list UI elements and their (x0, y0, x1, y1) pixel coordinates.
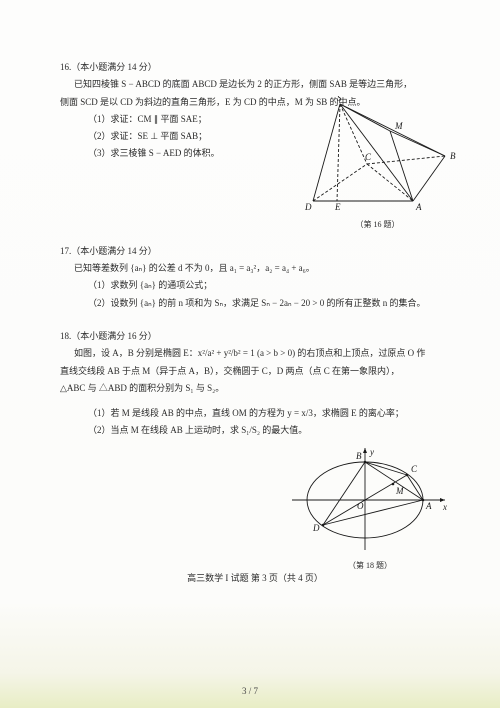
p18-figure: O A B C D Mx y （第 18 题） (290, 445, 450, 571)
p18-body3: △ABC 与 △ABD 的面积分别为 S₁ 与 S₂。 (60, 381, 450, 396)
svg-text:M: M (394, 121, 403, 131)
svg-text:A: A (425, 501, 432, 511)
svg-text:D: D (304, 202, 312, 212)
svg-text:B: B (450, 151, 456, 161)
page-number: 3 / 7 (0, 686, 500, 696)
p18-heading: 18.（本小题满分 16 分） (60, 329, 450, 344)
svg-text:E: E (334, 202, 341, 212)
problem-17: 17.（本小题满分 14 分） 已知等差数列 {aₙ} 的公差 d 不为 0，且… (60, 244, 450, 311)
svg-text:A: A (415, 202, 422, 212)
p18-q2: （2）当点 M 在线段 AB 上运动时，求 S₁/S₂ 的最大值。 (60, 423, 450, 438)
problem-16: 16.（本小题满分 14 分） 已知四棱锥 S − ABCD 的底面 ABCD … (60, 60, 450, 226)
p18-figcaption: （第 18 题） (290, 560, 450, 571)
p18-body2: 直线交线段 AB 于点 M（异于点 A，B），交椭圆于 C，D 两点（点 C 在… (60, 364, 450, 379)
p16-figcaption: （第 16 题） (295, 219, 460, 230)
footer-line: 高三数学 I 试题 第 3 页（共 4 页） (60, 571, 450, 584)
svg-text:C: C (411, 464, 418, 474)
problem-18: 18.（本小题满分 16 分） 如图，设 A，B 分别是椭圆 E：x²/a² +… (60, 329, 450, 551)
p16-heading: 16.（本小题满分 14 分） (60, 60, 450, 75)
p17-q1: （1）求数列 {aₙ} 的通项公式； (60, 278, 450, 293)
p16-body1: 已知四棱锥 S − ABCD 的底面 ABCD 是边长为 2 的正方形，侧面 S… (60, 77, 450, 92)
svg-text:O: O (357, 501, 364, 511)
svg-text:S: S (337, 96, 342, 103)
p17-body1: 已知等差数列 {aₙ} 的公差 d 不为 0，且 a₁ = a₃²，a₂ = a… (60, 261, 450, 276)
p18-body1: 如图，设 A，B 分别是椭圆 E：x²/a² + y²/b² = 1 (a > … (60, 346, 450, 361)
p17-q2: （2）设数列 {aₙ} 的前 n 项和为 Sₙ，求满足 Sₙ − 2aₙ − 2… (60, 296, 450, 311)
p17-heading: 17.（本小题满分 14 分） (60, 244, 450, 259)
svg-text:C: C (365, 152, 372, 162)
svg-text:x: x (442, 502, 447, 512)
svg-text:B: B (356, 451, 362, 461)
svg-text:M: M (395, 486, 404, 496)
svg-text:y: y (369, 447, 374, 457)
p18-q1: （1）若 M 是线段 AB 的中点，直线 OM 的方程为 y = x/3，求椭圆… (60, 406, 450, 421)
p16-figure: S M B C A D E （第 16 题） (295, 96, 460, 230)
svg-text:D: D (312, 523, 320, 533)
